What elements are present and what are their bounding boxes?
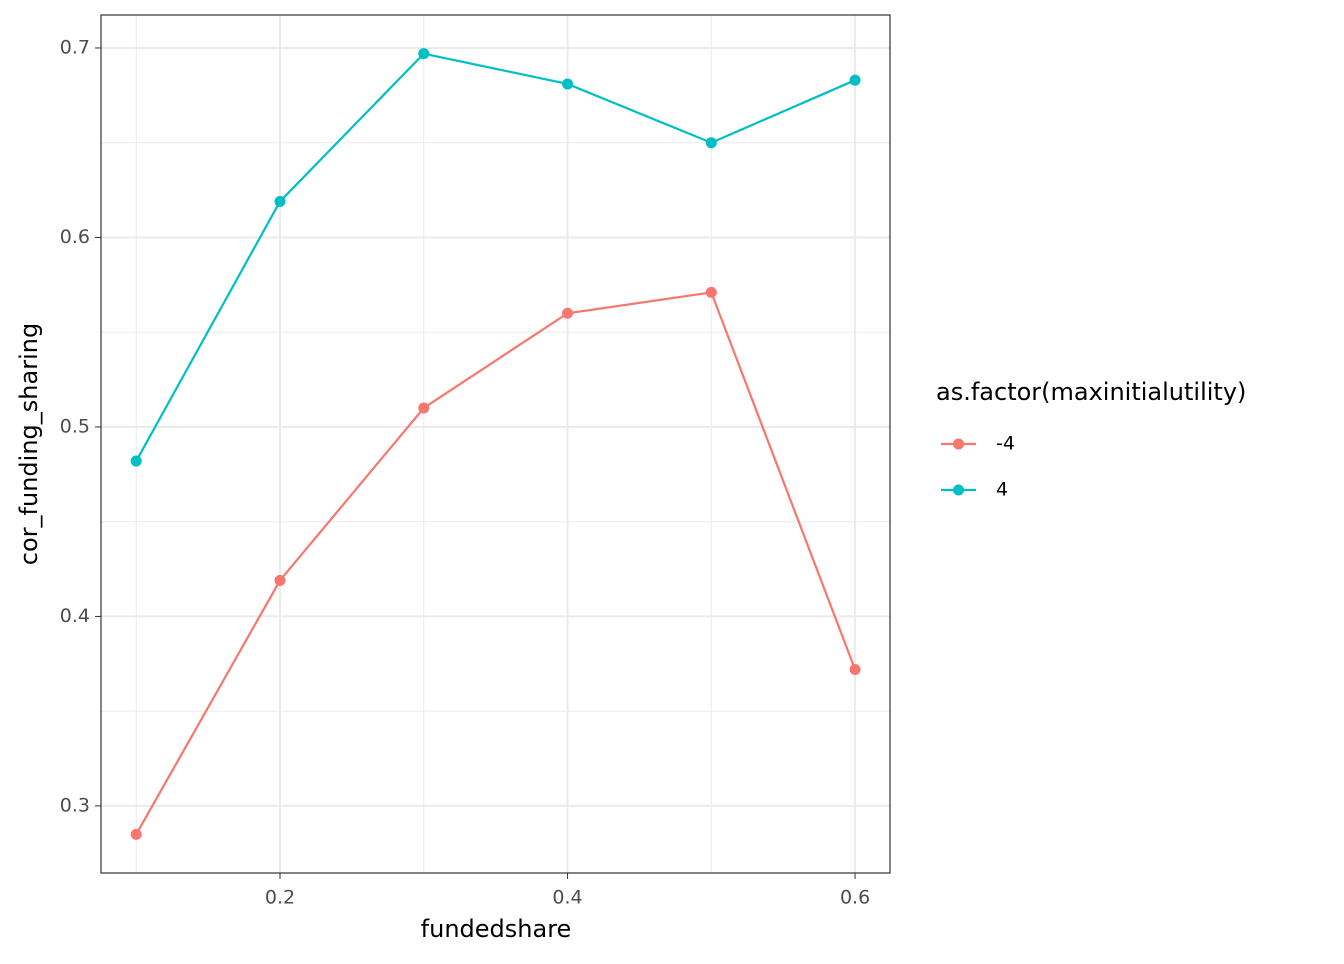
data-point	[849, 74, 861, 86]
data-point	[705, 286, 717, 298]
x-tick-label: 0.2	[265, 887, 295, 909]
panel-border	[100, 14, 891, 874]
x-tick-label: 0.6	[840, 887, 870, 909]
series-line	[135, 291, 857, 835]
data-point	[130, 455, 142, 467]
legend-label: -4	[996, 433, 1015, 455]
legend-label: 4	[996, 479, 1008, 501]
data-point	[705, 137, 717, 149]
y-axis-title: cor_funding_sharing	[15, 323, 43, 565]
legend-key-point	[953, 484, 964, 496]
data-point	[418, 48, 430, 60]
data-point	[418, 402, 430, 414]
data-point	[849, 663, 861, 675]
y-tick-label: 0.4	[60, 605, 90, 627]
data-point	[274, 195, 286, 207]
data-point	[562, 78, 574, 90]
x-axis-title: fundedshare	[421, 915, 572, 943]
y-tick-label: 0.5	[60, 415, 90, 437]
y-tick-label: 0.3	[60, 794, 90, 816]
data-point	[562, 307, 574, 319]
data-point	[130, 828, 142, 840]
series-line	[135, 52, 856, 462]
legend-key-point	[953, 438, 964, 450]
x-tick-label: 0.4	[552, 887, 582, 909]
y-tick-label: 0.7	[60, 36, 90, 58]
data-point	[274, 574, 286, 586]
legend-title: as.factor(maxinitialutility)	[936, 378, 1246, 406]
y-tick-label: 0.6	[60, 226, 90, 248]
